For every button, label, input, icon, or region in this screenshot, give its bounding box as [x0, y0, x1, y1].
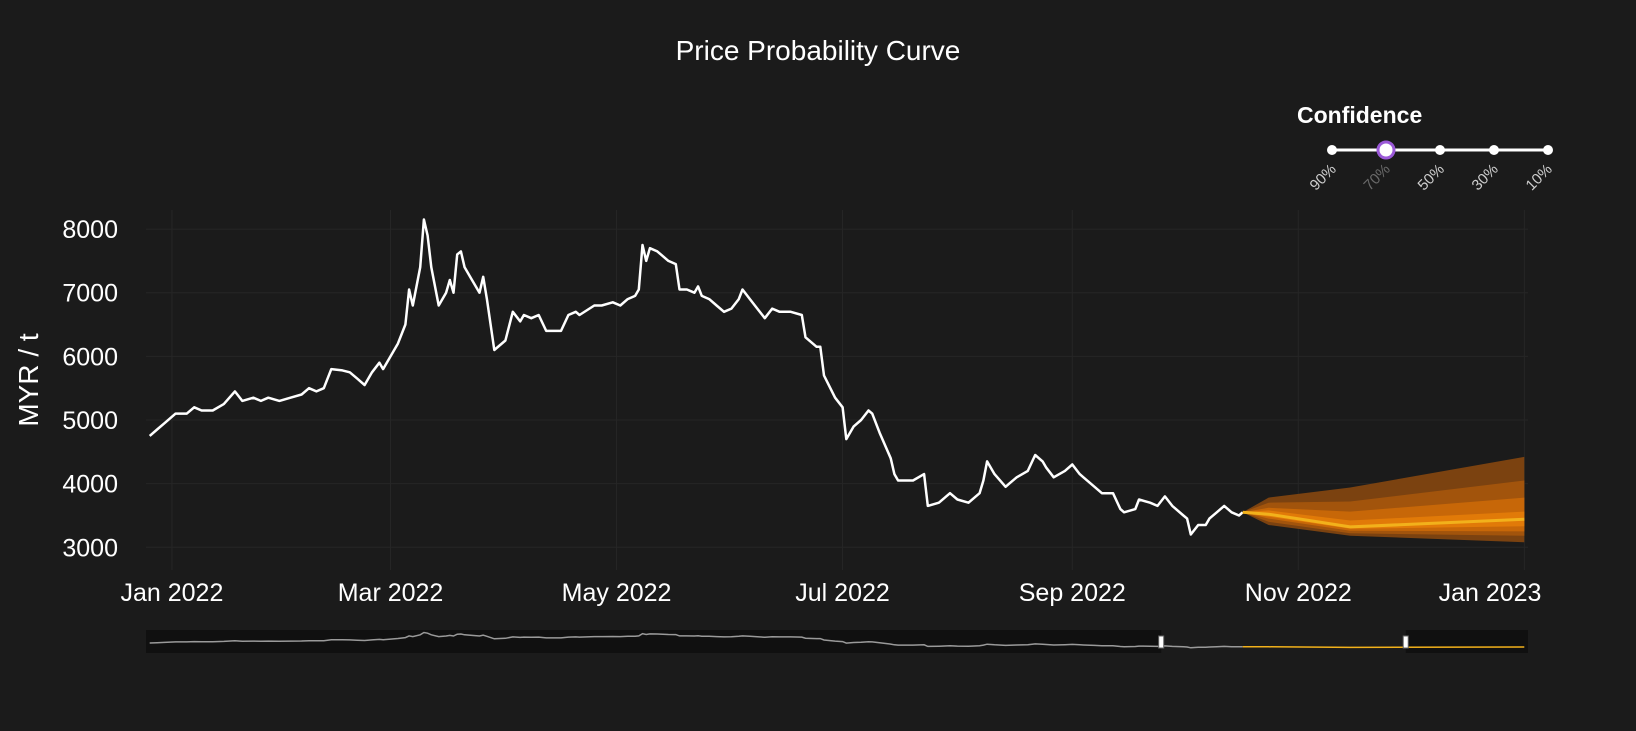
x-tick-label: Jan 2023: [1439, 579, 1542, 607]
median-forecast-line[interactable]: [1242, 510, 1525, 529]
confidence-stop-10pct[interactable]: [1543, 145, 1553, 155]
x-tick-label: Jul 2022: [795, 579, 890, 607]
confidence-stop-50pct[interactable]: [1435, 145, 1445, 155]
y-tick-label: 8000: [62, 216, 118, 244]
y-tick-label: 4000: [62, 471, 118, 499]
range-slider[interactable]: [146, 630, 1528, 653]
x-tick-label: Mar 2022: [338, 579, 444, 607]
range-slider-forecast-line: [1242, 645, 1525, 649]
chart-title: Price Probability Curve: [676, 35, 961, 66]
x-tick-label: May 2022: [562, 579, 672, 607]
confidence-stop-70pct[interactable]: [1376, 140, 1396, 160]
confidence-option-label: 30%: [1469, 161, 1502, 194]
forecast-band-30pct: [1242, 510, 1525, 529]
confidence-slider[interactable]: 90% 70% 50% 30% 10%: [1307, 140, 1556, 194]
confidence-legend: Confidence 90% 70% 50% 30% 10%: [1297, 102, 1556, 194]
historical-price-line[interactable]: [148, 218, 1244, 536]
y-axis-ticks: 3000 4000 5000 6000 7000 8000: [62, 216, 118, 562]
x-tick-label: Nov 2022: [1245, 579, 1352, 607]
x-tick-label: Jan 2022: [120, 579, 223, 607]
y-tick-label: 3000: [62, 534, 118, 562]
confidence-option-label: 70%: [1361, 161, 1394, 194]
x-tick-label: Sep 2022: [1019, 579, 1126, 607]
range-slider-right-handle[interactable]: [1402, 635, 1409, 649]
confidence-stop-30pct[interactable]: [1489, 145, 1499, 155]
x-axis-ticks: Jan 2022 Mar 2022 May 2022 Jul 2022 Sep 2022…: [120, 579, 1541, 607]
confidence-bands: [1242, 456, 1525, 543]
confidence-stop-90pct[interactable]: [1327, 145, 1337, 155]
y-tick-label: 5000: [62, 407, 118, 435]
y-tick-label: 7000: [62, 280, 118, 308]
confidence-option-label: 90%: [1307, 161, 1340, 194]
range-slider-left-handle[interactable]: [1158, 635, 1165, 649]
y-tick-label: 6000: [62, 343, 118, 371]
confidence-title: Confidence: [1297, 102, 1422, 128]
y-axis-label: MYR / t: [13, 333, 44, 427]
range-slider-history-line: [149, 631, 1243, 649]
confidence-option-label: 50%: [1415, 161, 1448, 194]
range-slider-window[interactable]: [1161, 630, 1406, 653]
confidence-option-label: 10%: [1523, 161, 1556, 194]
gridlines: [146, 210, 1528, 570]
price-lines[interactable]: [148, 218, 1525, 536]
